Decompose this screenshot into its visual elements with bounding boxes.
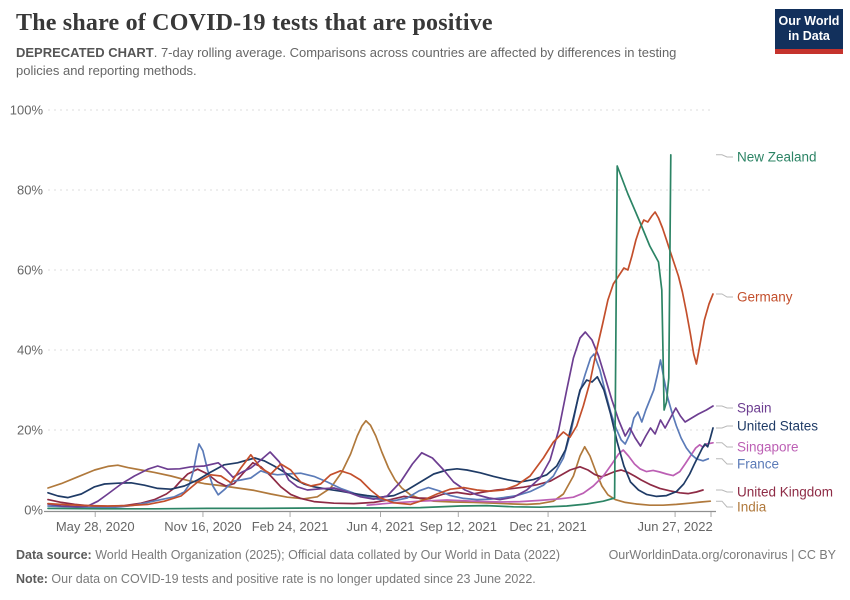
note-label: Note: (16, 571, 48, 586)
series-line-singapore[interactable] (366, 441, 714, 507)
note-text: Our data on COVID-19 tests and positive … (47, 571, 536, 586)
legend-label-india[interactable]: India (737, 500, 767, 515)
series-line-france[interactable] (47, 353, 710, 509)
legend-connector-spain (716, 405, 733, 409)
legend-connector-united-states (716, 425, 733, 429)
legend-label-germany[interactable]: Germany (737, 290, 793, 305)
y-tick-label: 100% (10, 103, 44, 118)
y-tick-label: 40% (17, 343, 43, 358)
owid-logo-line2: in Data (788, 29, 830, 44)
data-source-label: Data source: (16, 548, 92, 562)
series-line-united-states[interactable] (47, 375, 714, 499)
series-line-spain[interactable] (47, 331, 714, 508)
chart-header: The share of COVID-19 tests that are pos… (16, 10, 834, 81)
y-tick-label: 0% (24, 503, 43, 518)
legend-connector-france (716, 458, 733, 465)
attribution: OurWorldinData.org/coronavirus | CC BY (609, 544, 836, 568)
legend-label-new-zealand[interactable]: New Zealand (737, 150, 817, 165)
x-tick-label: Jun 27, 2022 (638, 519, 713, 534)
x-tick-label: Sep 12, 2021 (420, 519, 497, 534)
chart-note: Note: Our data on COVID-19 tests and pos… (16, 568, 536, 592)
series-line-new-zealand[interactable] (47, 153, 672, 510)
legend-connector-singapore (716, 442, 733, 448)
x-tick-label: Dec 21, 2021 (509, 519, 586, 534)
deprecated-label: DEPRECATED CHART (16, 45, 154, 60)
y-tick-label: 60% (17, 263, 43, 278)
owid-link[interactable]: OurWorldinData.org/coronavirus (608, 548, 788, 562)
legend-connector-united-kingdom (716, 489, 733, 493)
x-tick-label: Nov 16, 2020 (164, 519, 241, 534)
chart-subtitle: DEPRECATED CHART. 7-day rolling average.… (16, 44, 678, 81)
x-tick-label: Feb 24, 2021 (252, 519, 329, 534)
legend-connector-india (716, 500, 733, 508)
series-line-germany[interactable] (47, 211, 714, 507)
owid-logo[interactable]: Our World in Data (775, 9, 843, 54)
x-tick-label: May 28, 2020 (56, 519, 135, 534)
legend-label-united-kingdom[interactable]: United Kingdom (737, 485, 833, 500)
line-chart[interactable]: 0% 20% 40% 60% 80% 100% May 28, 2020 Nov 16, 20… (0, 95, 850, 540)
legend-label-united-states[interactable]: United States (737, 419, 818, 434)
legend-label-spain[interactable]: Spain (737, 401, 772, 416)
series-line-india[interactable] (47, 419, 712, 507)
data-source: Data source: World Health Organization (… (16, 544, 560, 568)
chart-footer: Data source: World Health Organization (… (16, 544, 836, 592)
x-tick-label: Jun 4, 2021 (347, 519, 415, 534)
legend-label-singapore[interactable]: Singapore (737, 440, 799, 455)
data-source-text: World Health Organization (2025); Offici… (91, 548, 561, 562)
y-tick-label: 80% (17, 183, 43, 198)
legend-label-france[interactable]: France (737, 457, 779, 472)
owid-logo-line1: Our World (778, 14, 840, 28)
series-line-united-kingdom[interactable] (47, 461, 704, 508)
legend-connector-germany (716, 293, 733, 298)
y-tick-label: 20% (17, 423, 43, 438)
legend-connector-new-zealand (716, 154, 733, 158)
subtitle-text: . 7-day rolling average. Comparisons acr… (16, 45, 677, 79)
page-title: The share of COVID-19 tests that are pos… (16, 10, 493, 36)
license-text: | CC BY (787, 548, 836, 562)
